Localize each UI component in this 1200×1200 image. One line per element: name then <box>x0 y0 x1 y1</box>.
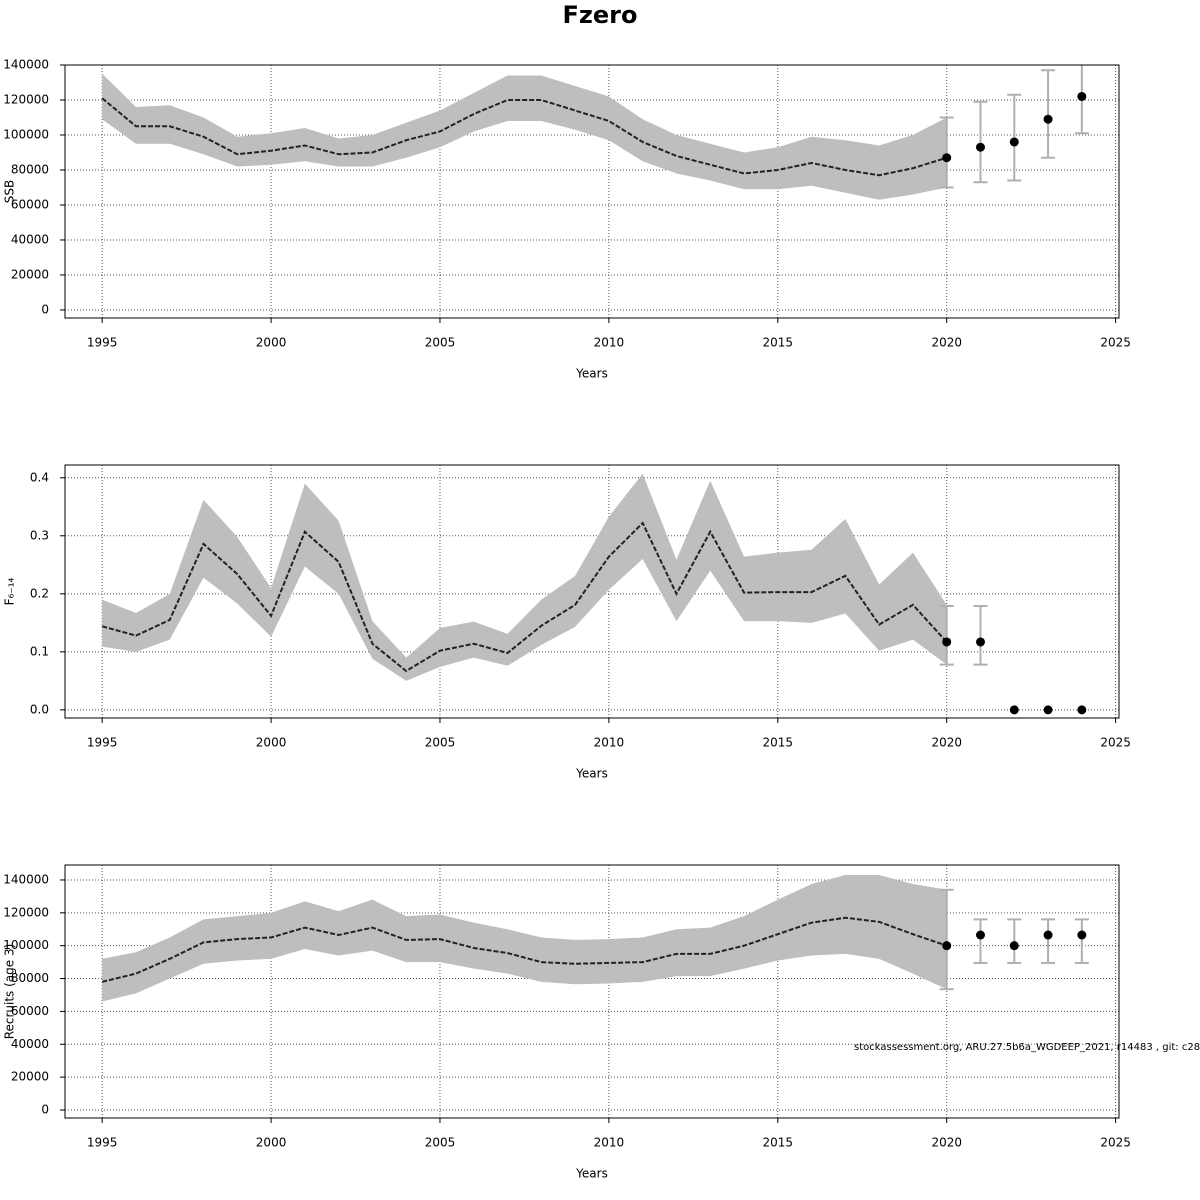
y-axis-title: Recruits (age 3) <box>3 944 17 1040</box>
forecast-point <box>1077 930 1087 940</box>
forecast-point <box>1043 114 1053 124</box>
chart-title: Fzero <box>563 1 638 29</box>
y-tick-label: 40000 <box>11 1037 49 1051</box>
error-bar <box>973 100 988 184</box>
x-tick-label: 2020 <box>931 736 962 750</box>
x-axis-title: Years <box>575 1167 608 1181</box>
x-tick-label: 2025 <box>1100 1136 1131 1150</box>
confidence-band <box>102 473 947 681</box>
x-tick-label: 2010 <box>594 736 625 750</box>
forecast-point <box>942 153 952 163</box>
y-tick-label: 100000 <box>3 938 49 952</box>
forecast-point <box>975 637 985 647</box>
y-tick-label: 20000 <box>11 267 49 281</box>
footer-note: stockassessment.org, ARU.27.5b6a_WGDEEP_… <box>854 1042 1200 1053</box>
x-tick-label: 2025 <box>1100 736 1131 750</box>
panel: 1995 2000 2005 2010 2015 2020 2025 0 20000 40000 6… <box>3 864 1131 1181</box>
y-axis-title: F₆₋₁₄ <box>3 577 17 605</box>
forecast-point <box>942 941 952 951</box>
x-tick-label: 2015 <box>763 336 794 350</box>
forecast-point <box>1009 941 1019 951</box>
forecast-point <box>1043 705 1053 715</box>
forecast-point <box>1009 137 1019 147</box>
y-tick-label: 120000 <box>3 92 49 106</box>
y-tick-label: 80000 <box>11 971 49 985</box>
x-tick-label: 2010 <box>594 336 625 350</box>
error-bar <box>939 605 954 666</box>
y-tick-label: 0 <box>41 1102 49 1116</box>
panel: 1995 2000 2005 2010 2015 2020 2025 0 20000 40000 6… <box>3 58 1131 381</box>
x-tick-label: 2005 <box>425 1136 456 1150</box>
plot-area <box>101 65 1089 200</box>
x-tick-label: 2020 <box>931 1136 962 1150</box>
forecast-point <box>975 142 985 152</box>
x-tick-label: 2000 <box>256 336 287 350</box>
forecast-point <box>1043 930 1053 940</box>
y-tick-label: 40000 <box>11 232 49 246</box>
x-tick-label: 2005 <box>425 736 456 750</box>
error-bar <box>973 918 988 964</box>
forecast-point <box>942 637 952 647</box>
x-tick-label: 1995 <box>87 736 118 750</box>
plot-frame <box>64 464 1120 719</box>
estimate-line <box>101 916 948 983</box>
estimate-line <box>101 521 948 673</box>
y-tick-label: 0.4 <box>30 470 49 484</box>
plot-area <box>101 473 1087 715</box>
y-tick-label: 140000 <box>3 58 49 72</box>
x-tick-label: 2000 <box>256 1136 287 1150</box>
error-bar <box>1007 918 1022 964</box>
error-bar <box>1041 69 1056 159</box>
y-tick-label: 80000 <box>11 162 49 176</box>
y-tick-label: 140000 <box>3 872 49 886</box>
confidence-band <box>102 73 947 200</box>
error-bar <box>939 116 954 189</box>
forecast-point <box>1077 705 1087 715</box>
forecast-point <box>1009 705 1019 715</box>
y-tick-label: 60000 <box>11 197 49 211</box>
y-tick-label: 0.1 <box>30 644 49 658</box>
y-tick-label: 100000 <box>3 127 49 141</box>
y-tick-label: 120000 <box>3 905 49 919</box>
x-axis-title: Years <box>575 767 608 781</box>
error-bar <box>973 605 988 666</box>
estimate-line <box>101 97 948 177</box>
y-tick-label: 0.0 <box>30 702 49 716</box>
panel: 1995 2000 2005 2010 2015 2020 2025 0.0 0.1 0.2 0.3… <box>3 464 1131 781</box>
x-tick-label: 2015 <box>763 1136 794 1150</box>
y-tick-label: 0.2 <box>30 586 49 600</box>
y-tick-label: 60000 <box>11 1004 49 1018</box>
x-tick-label: 2025 <box>1100 336 1131 350</box>
error-bar <box>1041 918 1056 964</box>
plot-frame <box>64 864 1120 1119</box>
x-tick-label: 2000 <box>256 736 287 750</box>
y-axis-title: SSB <box>3 180 17 203</box>
plot-frame <box>64 64 1120 319</box>
error-bar <box>939 888 954 991</box>
error-bar <box>1074 918 1089 964</box>
forecast-point <box>975 930 985 940</box>
forecast-point <box>1077 91 1087 101</box>
plot-area <box>101 875 1089 1002</box>
x-tick-label: 2005 <box>425 336 456 350</box>
x-tick-label: 2020 <box>931 336 962 350</box>
x-tick-label: 2015 <box>763 736 794 750</box>
confidence-band <box>102 875 947 1002</box>
x-axis-title: Years <box>575 367 608 381</box>
y-tick-label: 0 <box>41 302 49 316</box>
y-tick-label: 0.3 <box>30 528 49 542</box>
x-tick-label: 1995 <box>87 1136 118 1150</box>
x-tick-label: 1995 <box>87 336 118 350</box>
y-tick-label: 20000 <box>11 1070 49 1084</box>
x-tick-label: 2010 <box>594 1136 625 1150</box>
